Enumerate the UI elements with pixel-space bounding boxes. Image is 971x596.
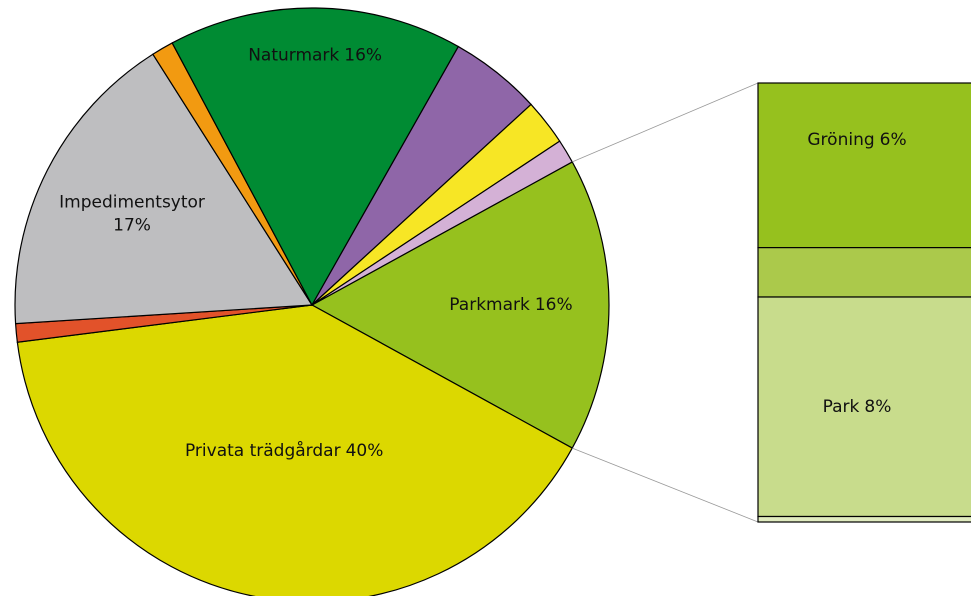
- slice-label: Privata trädgårdar 40%: [185, 440, 383, 461]
- connector: [572, 447, 759, 523]
- slice-value: 16%: [535, 295, 573, 315]
- bar-name: Gröning: [807, 130, 874, 150]
- pie-slice: [14, 53, 314, 325]
- slice-label: Impedimentsytor 17%: [59, 192, 205, 235]
- bar-value: 8%: [864, 397, 891, 417]
- slice-name: Privata trädgårdar: [185, 440, 341, 461]
- slice-value: 40%: [346, 441, 384, 461]
- bar-label: Park 8%: [823, 397, 892, 417]
- slice-name: Parkmark: [449, 295, 530, 315]
- pie-slice: [310, 161, 610, 449]
- bar-name: Park: [823, 397, 860, 417]
- pie-slice: [16, 304, 574, 596]
- bar-segment: [757, 296, 971, 518]
- bar-segment: [757, 247, 971, 298]
- slice-label: Parkmark 16%: [449, 295, 572, 315]
- bar-label: Gröning 6%: [807, 130, 906, 150]
- bar-value: 6%: [880, 130, 907, 150]
- pie-slice: [311, 140, 574, 306]
- bar-segment: [757, 82, 971, 249]
- bar-segment: [757, 515, 971, 523]
- slice-label: Naturmark 16%: [248, 46, 382, 66]
- slice-name: Naturmark: [248, 46, 339, 66]
- slice-value: 17%: [113, 215, 151, 235]
- slice-name: Impedimentsytor: [59, 192, 205, 212]
- slice-value: 16%: [344, 46, 382, 66]
- connector: [572, 82, 759, 163]
- pie-slice: [171, 7, 460, 307]
